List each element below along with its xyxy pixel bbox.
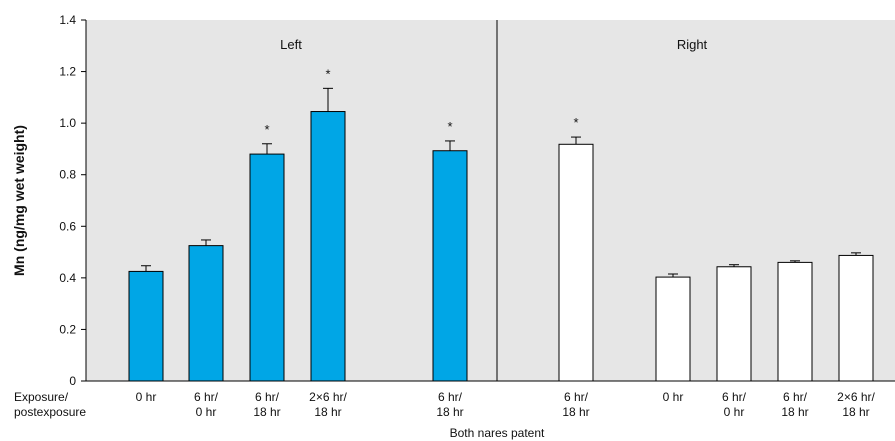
- y-tick-label: 0.4: [59, 271, 76, 285]
- x-category-label: 6 hr/18 hr: [436, 390, 463, 419]
- significance-star-2: *: [264, 122, 269, 137]
- x-category-label: 6 hr/0 hr: [194, 390, 219, 419]
- y-axis-ticks: 0 0.2 0.4 0.6 0.8 1.0 1.2 1.4: [59, 13, 86, 388]
- y-tick-label: 1.2: [59, 65, 76, 79]
- x-category-label: 0 hr: [136, 390, 157, 404]
- significance-star-5: *: [573, 115, 578, 130]
- bars-layer: [128, 87, 874, 382]
- bar-right-5: [558, 143, 594, 382]
- bar-left-1: [188, 245, 224, 382]
- y-tick-label: 0: [69, 374, 76, 388]
- y-tick-label: 0.2: [59, 322, 76, 336]
- panel-label-right: Right: [677, 37, 708, 52]
- bar-left-2: [249, 153, 285, 382]
- bar-right-8: [777, 261, 813, 382]
- bar-right-9: [838, 254, 874, 382]
- y-tick-label: 0.8: [59, 168, 76, 182]
- panel-label-left: Left: [280, 37, 302, 52]
- x-category-label: 6 hr/18 hr: [253, 390, 280, 419]
- x-row-label-line1: Exposure/: [14, 390, 69, 404]
- x-category-label: 2×6 hr/18 hr: [837, 390, 875, 419]
- x-category-label: 2×6 hr/18 hr: [309, 390, 347, 419]
- x-axis-label: Both nares patent: [450, 426, 545, 440]
- bar-left-4: [432, 150, 468, 382]
- x-row-label-line2: postexposure: [14, 405, 86, 419]
- x-category-label: 6 hr/0 hr: [722, 390, 747, 419]
- y-tick-label: 1.0: [59, 116, 76, 130]
- significance-star-4: *: [447, 119, 452, 134]
- bar-right-7: [716, 266, 752, 382]
- y-tick-label: 1.4: [59, 13, 76, 27]
- bar-right-6: [655, 276, 691, 382]
- x-category-labels: 0 hr 6 hr/0 hr 6 hr/18 hr 2×6 hr/18 hr 6 hr/…: [136, 390, 876, 419]
- y-tick-label: 0.6: [59, 219, 76, 233]
- significance-star-3: *: [325, 66, 330, 81]
- x-category-label: 6 hr/18 hr: [781, 390, 808, 419]
- x-category-label: 0 hr: [663, 390, 684, 404]
- significance-markers: * * * *: [264, 66, 578, 136]
- bar-left-0: [128, 270, 164, 382]
- bar-left-3: [310, 111, 346, 382]
- x-category-label: 6 hr/18 hr: [562, 390, 589, 419]
- y-axis-label: Mn (ng/mg wet weight): [11, 125, 27, 276]
